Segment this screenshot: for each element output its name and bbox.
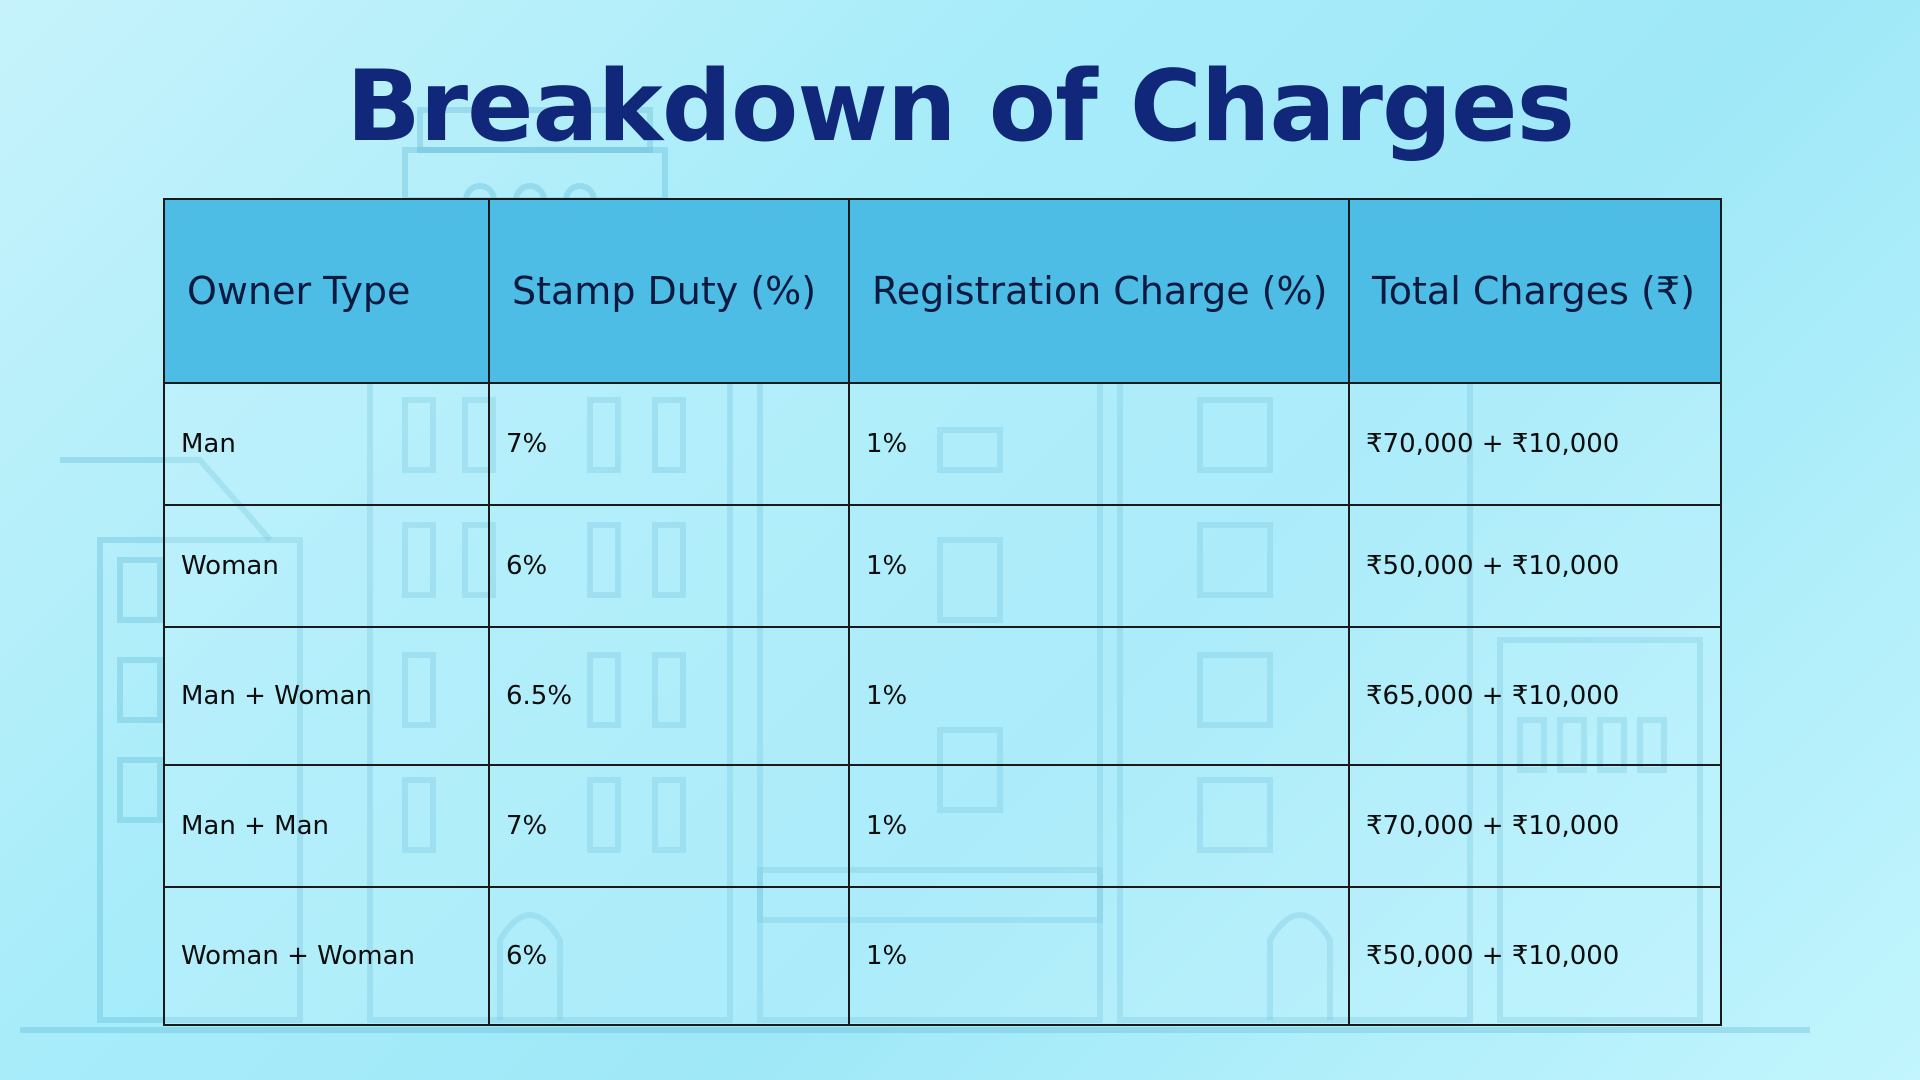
- table-row: Man + Man 7% 1% ₹70,000 + ₹10,000: [163, 764, 1722, 888]
- cell-stamp-duty: 7%: [488, 382, 850, 506]
- cell-stamp-duty: 6%: [488, 504, 850, 628]
- cell-registration-charge: 1%: [848, 626, 1350, 766]
- charges-table: Owner Type Stamp Duty (%) Registration C…: [163, 198, 1722, 1026]
- table-row: Woman 6% 1% ₹50,000 + ₹10,000: [163, 504, 1722, 628]
- cell-owner-type: Man + Man: [163, 764, 490, 888]
- header-stamp-duty: Stamp Duty (%): [488, 198, 850, 384]
- cell-total-charges: ₹70,000 + ₹10,000: [1348, 382, 1722, 506]
- cell-registration-charge: 1%: [848, 382, 1350, 506]
- page-title: Breakdown of Charges: [346, 50, 1575, 164]
- cell-registration-charge: 1%: [848, 504, 1350, 628]
- cell-owner-type: Woman: [163, 504, 490, 628]
- cell-total-charges: ₹65,000 + ₹10,000: [1348, 626, 1722, 766]
- cell-registration-charge: 1%: [848, 764, 1350, 888]
- cell-stamp-duty: 6.5%: [488, 626, 850, 766]
- header-owner-type: Owner Type: [163, 198, 490, 384]
- table-row: Woman + Woman 6% 1% ₹50,000 + ₹10,000: [163, 886, 1722, 1026]
- header-registration-charge: Registration Charge (%): [848, 198, 1350, 384]
- cell-total-charges: ₹70,000 + ₹10,000: [1348, 764, 1722, 888]
- cell-owner-type: Man: [163, 382, 490, 506]
- header-total-charges: Total Charges (₹): [1348, 198, 1722, 384]
- cell-stamp-duty: 6%: [488, 886, 850, 1026]
- cell-total-charges: ₹50,000 + ₹10,000: [1348, 504, 1722, 628]
- table-header-row: Owner Type Stamp Duty (%) Registration C…: [163, 198, 1722, 384]
- cell-total-charges: ₹50,000 + ₹10,000: [1348, 886, 1722, 1026]
- table-row: Man + Woman 6.5% 1% ₹65,000 + ₹10,000: [163, 626, 1722, 766]
- cell-registration-charge: 1%: [848, 886, 1350, 1026]
- cell-owner-type: Woman + Woman: [163, 886, 490, 1026]
- cell-owner-type: Man + Woman: [163, 626, 490, 766]
- table-row: Man 7% 1% ₹70,000 + ₹10,000: [163, 382, 1722, 506]
- cell-stamp-duty: 7%: [488, 764, 850, 888]
